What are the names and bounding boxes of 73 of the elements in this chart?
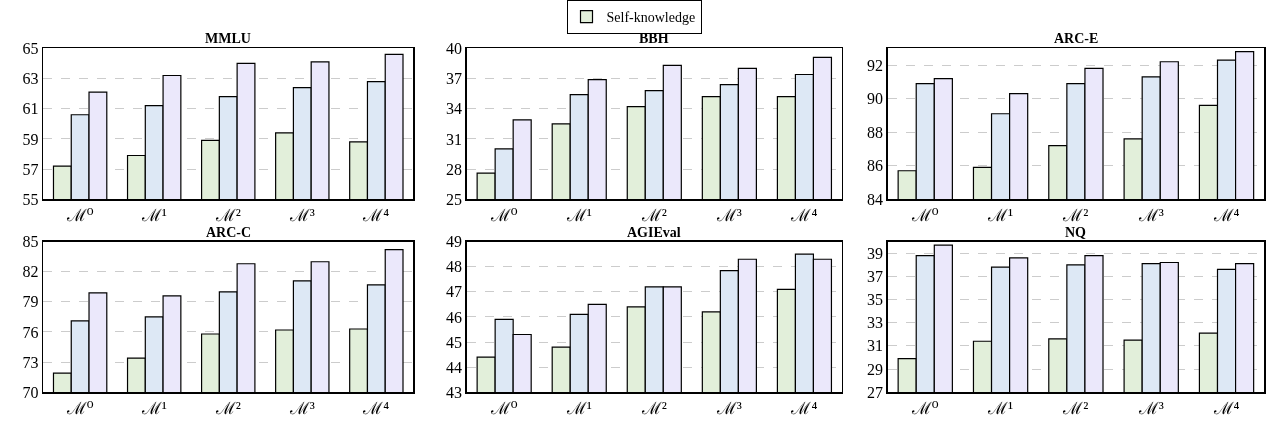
x-tick-label: ℳ³ [288, 206, 315, 226]
y-tick-label: 48 [445, 258, 462, 276]
y-tick-label: 85 [22, 233, 39, 251]
y-tick-label: 88 [866, 123, 883, 141]
y-tick-label: 49 [445, 233, 462, 251]
y-tick-label: 84 [866, 190, 883, 208]
x-tick-label: ℳ² [640, 206, 667, 226]
y-tick-label: 63 [22, 70, 39, 88]
chart-title: MMLU [205, 31, 251, 46]
x-tick-label: ℳ⁰ [910, 399, 939, 419]
x-tick-label: ℳ³ [1137, 399, 1164, 419]
x-tick-label: ℳ¹ [565, 206, 592, 226]
y-tick-label: 70 [22, 383, 39, 401]
x-tick-label: ℳ² [214, 399, 241, 419]
y-tick-label: 86 [866, 157, 883, 175]
chart-title: ARC-E [1054, 31, 1099, 46]
chart-title: AGIEval [627, 225, 681, 240]
x-tick-label: ℳ⁴ [790, 399, 818, 419]
y-tick-label: 79 [22, 293, 39, 311]
x-tick-label: ℳ² [214, 206, 241, 226]
x-tick-label: ℳ¹ [987, 399, 1014, 419]
y-tick-label: 76 [22, 323, 39, 341]
x-tick-label: ℳ¹ [140, 206, 167, 226]
y-tick-label: 25 [445, 190, 462, 208]
y-tick-label: 55 [22, 190, 39, 208]
y-tick-label: 44 [445, 358, 462, 376]
x-tick-label: ℳ¹ [140, 399, 167, 419]
x-tick-label: ℳ⁴ [362, 206, 390, 226]
y-tick-label: 92 [866, 56, 883, 74]
y-tick-label: 27 [866, 383, 883, 401]
y-tick-label: 33 [866, 314, 883, 332]
y-tick-label: 31 [866, 337, 883, 355]
y-tick-label: 39 [866, 244, 883, 262]
x-tick-label: ℳ³ [288, 399, 315, 419]
legend-label: Self-knowledge [606, 10, 696, 26]
y-tick-label: 28 [445, 160, 462, 178]
x-tick-label: ℳ² [1062, 399, 1089, 419]
y-tick-label: 43 [445, 383, 462, 401]
x-tick-label: ℳ¹ [565, 399, 592, 419]
x-tick-label: ℳ³ [715, 206, 742, 226]
x-tick-label: ℳ⁴ [790, 206, 818, 226]
y-tick-label: 31 [445, 130, 462, 148]
x-tick-label: ℳ⁰ [910, 206, 939, 226]
y-tick-label: 82 [22, 263, 39, 281]
x-tick-label: ℳ³ [1137, 206, 1164, 226]
y-tick-label: 46 [445, 308, 462, 326]
x-tick-label: ℳ⁰ [65, 399, 94, 419]
y-tick-label: 57 [22, 160, 39, 178]
y-tick-label: 90 [866, 90, 883, 108]
x-tick-label: ℳ⁴ [1212, 399, 1240, 419]
x-tick-label: ℳ⁴ [362, 399, 390, 419]
y-tick-label: 40 [445, 39, 462, 57]
y-tick-label: 37 [445, 70, 462, 88]
chart-title: NQ [1065, 225, 1087, 240]
x-tick-label: ℳ⁰ [489, 399, 518, 419]
y-tick-label: 73 [22, 353, 39, 371]
x-tick-label: ℳ⁴ [1212, 206, 1240, 226]
y-tick-label: 35 [866, 291, 883, 309]
y-tick-label: 61 [22, 100, 39, 118]
y-tick-label: 29 [866, 360, 883, 378]
y-tick-label: 45 [445, 333, 462, 351]
y-tick-label: 47 [445, 283, 462, 301]
x-tick-label: ℳ⁰ [65, 206, 94, 226]
x-tick-label: ℳ¹ [987, 206, 1014, 226]
y-tick-label: 34 [445, 100, 462, 118]
y-tick-label: 37 [866, 268, 883, 286]
x-tick-label: ℳ³ [715, 399, 742, 419]
chart-title: ARC-C [206, 225, 252, 240]
x-tick-label: ℳ² [1062, 206, 1089, 226]
x-tick-label: ℳ⁰ [489, 206, 518, 226]
y-tick-label: 65 [22, 39, 39, 57]
y-tick-label: 59 [22, 130, 39, 148]
x-tick-label: ℳ² [640, 399, 667, 419]
